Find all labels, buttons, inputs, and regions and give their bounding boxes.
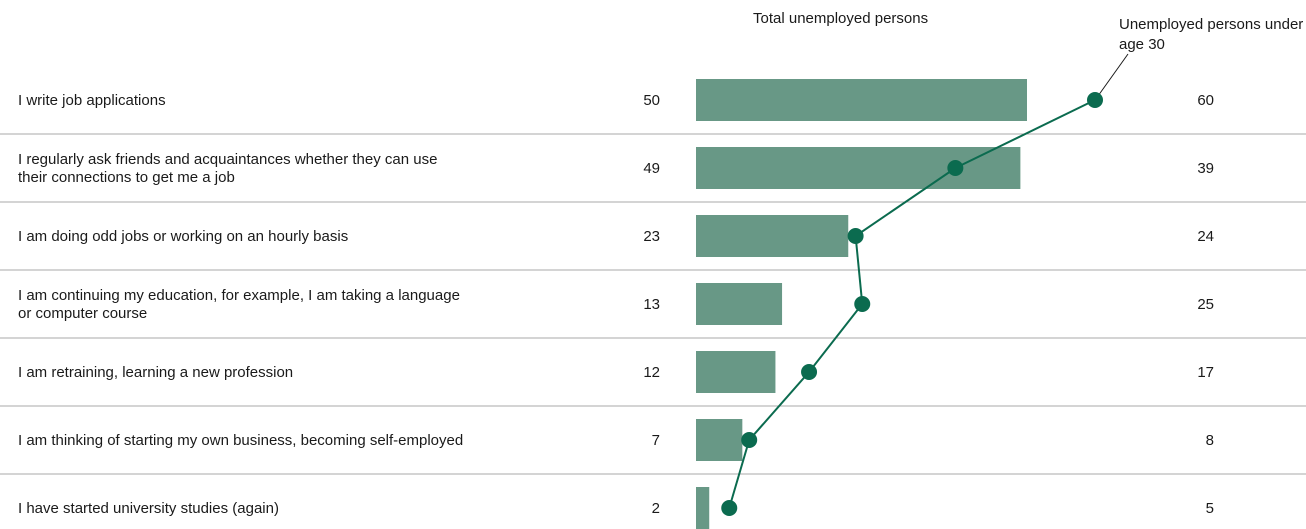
line-point xyxy=(721,500,738,516)
legend-total: Total unemployed persons xyxy=(753,10,929,27)
category-label: I write job applications xyxy=(18,92,166,109)
line-point xyxy=(741,432,758,448)
bar xyxy=(696,215,849,257)
category-label: I am doing odd jobs or working on an hou… xyxy=(18,228,348,245)
bar xyxy=(696,283,783,325)
category-label: I have started university studies (again… xyxy=(18,500,279,517)
line-point xyxy=(1087,92,1103,108)
bar-value-label: 13 xyxy=(643,296,660,313)
line-value-label: 8 xyxy=(1206,432,1214,449)
legend-leader-line xyxy=(1097,53,1129,97)
bar-value-label: 12 xyxy=(643,364,660,381)
line-point xyxy=(947,160,964,176)
line-point xyxy=(854,296,871,312)
category-label: or computer course xyxy=(18,305,147,322)
category-label: I am retraining, learning a new professi… xyxy=(18,364,293,381)
bar xyxy=(696,147,1021,189)
line-point xyxy=(801,364,818,380)
category-label: I regularly ask friends and acquaintance… xyxy=(18,151,437,168)
category-label: I am thinking of starting my own busines… xyxy=(18,432,463,449)
bar xyxy=(696,79,1027,121)
line-value-label: 60 xyxy=(1197,92,1214,109)
line-value-label: 25 xyxy=(1197,296,1214,313)
bar xyxy=(696,487,710,529)
bar-value-label: 2 xyxy=(652,500,660,517)
bar-value-label: 7 xyxy=(652,432,660,449)
legend-under-30-label: Unemployed persons under age 30 xyxy=(1119,16,1304,53)
line-value-label: 5 xyxy=(1206,500,1214,517)
line-point xyxy=(847,228,864,244)
line-value-label: 39 xyxy=(1197,160,1214,177)
legend-under-30: Unemployed persons under age 30 xyxy=(1119,15,1304,55)
category-label: their connections to get me a job xyxy=(18,169,235,186)
bar-value-label: 23 xyxy=(643,228,660,245)
bar xyxy=(696,419,743,461)
bar-value-label: 49 xyxy=(643,160,660,177)
line-value-label: 24 xyxy=(1197,228,1214,245)
line-value-label: 17 xyxy=(1197,364,1214,381)
bar-value-label: 50 xyxy=(643,92,660,109)
category-label: I am continuing my education, for exampl… xyxy=(18,287,460,304)
bar xyxy=(696,351,776,393)
